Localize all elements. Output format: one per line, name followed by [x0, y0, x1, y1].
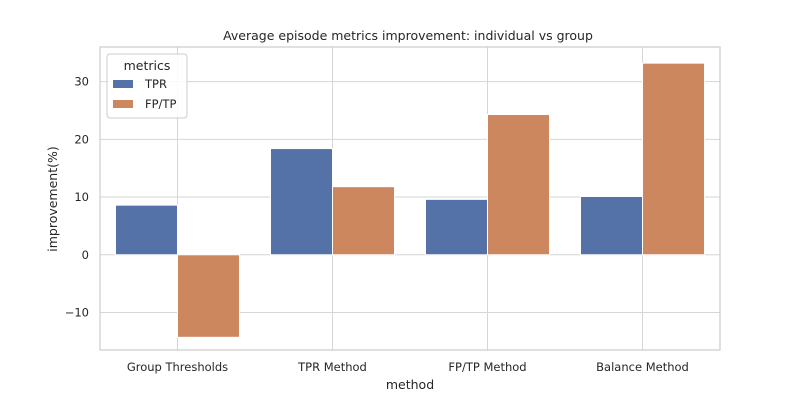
bars: [115, 62, 705, 338]
legend: metrics TPR FP/TP: [106, 53, 188, 119]
bar-tpr-method-tpr: [270, 148, 333, 256]
y-axis-label: improvement(%): [45, 146, 60, 252]
y-tick-label: 20: [74, 132, 89, 146]
x-tick-labels: Group Thresholds TPR Method FP/TP Method Ba…: [127, 360, 689, 374]
plot-frame: [99, 46, 721, 351]
chart-title: Average episode metrics improvement: ind…: [223, 28, 593, 43]
x-tick-label: FP/TP Method: [448, 360, 526, 374]
x-tick-label: Group Thresholds: [127, 360, 228, 374]
bar-fp-tp-method-fp-tp: [487, 114, 550, 256]
y-tick-label: −10: [65, 305, 89, 319]
y-tick-label: 10: [74, 190, 89, 204]
bar-balance-method-tpr: [580, 195, 643, 256]
bar-group-thresholds-tpr: [115, 204, 178, 256]
y-tick-label: 30: [74, 75, 89, 89]
bar-balance-method-fp-tp: [642, 62, 705, 256]
bar-fp-tp-method-tpr: [425, 198, 488, 256]
legend-label-tpr: TPR: [144, 77, 167, 91]
legend-swatch-tpr: [113, 80, 133, 88]
legend-title: metrics: [124, 58, 171, 73]
legend-swatch-fp-tp: [113, 100, 133, 108]
bar-group-thresholds-fp-tp: [177, 254, 240, 338]
bar-tpr-method-fp-tp: [332, 186, 395, 256]
x-tick-label: TPR Method: [297, 360, 367, 374]
y-tick-label: 0: [82, 248, 89, 262]
x-tick-label: Balance Method: [596, 360, 689, 374]
y-tick-labels: −10 0 10 20 30: [65, 75, 89, 320]
x-axis-label: method: [386, 377, 434, 392]
legend-label-fp-tp: FP/TP: [145, 97, 176, 111]
